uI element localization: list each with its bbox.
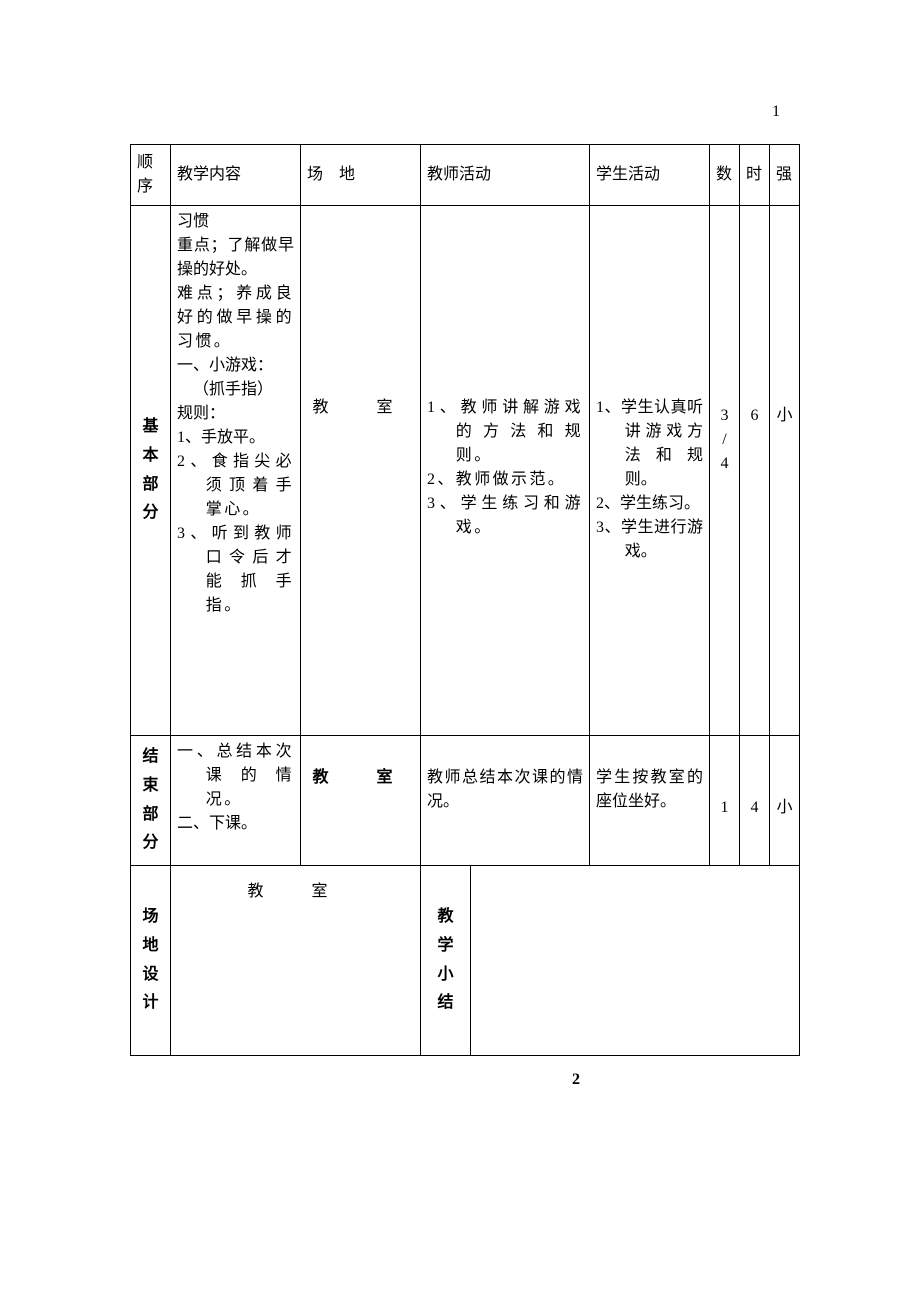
content-line: 1、手放平。 (177, 426, 294, 450)
row1-n: 3 / 4 (710, 206, 740, 736)
student-item: 2、学生练习。 (596, 492, 703, 516)
row3-summary-content (471, 866, 800, 1056)
label-char: 分 (137, 499, 164, 528)
venue-text: 教 室 (312, 769, 408, 786)
label-char: 小 (427, 961, 464, 990)
label-char: 设 (137, 961, 164, 990)
teacher-item: 3、学生练习和游戏。 (427, 492, 583, 540)
row1-student: 1、学生认真听讲游戏方法和规则。 2、学生练习。 3、学生进行游戏。 (590, 206, 710, 736)
student-item: 1、学生认真听讲游戏方法和规则。 (596, 396, 703, 492)
n-val: / (716, 428, 733, 452)
header-teacher: 教师活动 (421, 145, 590, 206)
row2-student: 学生按教室的座位坐好。 (590, 736, 710, 866)
label-char: 教 (427, 903, 464, 932)
header-s: 强 (770, 145, 800, 206)
label-char: 分 (137, 829, 164, 858)
lesson-plan-table: 顺序 教学内容 场 地 教师活动 学生活动 数 时 强 基 本 部 分 习惯 重… (130, 144, 800, 1056)
header-venue: 场 地 (301, 145, 421, 206)
page-number-top: 1 (130, 100, 800, 124)
n-val: 4 (716, 452, 733, 476)
header-t: 时 (740, 145, 770, 206)
label-char: 学 (427, 932, 464, 961)
content-line: 3、听到教师口令后才能抓手指。 (177, 522, 294, 618)
row2-content: 一、总结本次课的情况。 二、下课。 (171, 736, 301, 866)
row2-s: 小 (770, 736, 800, 866)
header-student: 学生活动 (590, 145, 710, 206)
row1-label: 基 本 部 分 (131, 206, 171, 736)
content-item: 一、总结本次课的情况。 (177, 740, 294, 812)
label-char: 地 (137, 932, 164, 961)
row1-t: 6 (740, 206, 770, 736)
label-char: 计 (137, 989, 164, 1018)
row3-venue: 教 室 (171, 866, 421, 1056)
row2-teacher: 教师总结本次课的情况。 (421, 736, 590, 866)
label-char: 基 (137, 413, 164, 442)
content-line: 2、食指尖必须顶着手掌心。 (177, 450, 294, 522)
row3-summary-label: 教 学 小 结 (421, 866, 471, 1056)
content-line: 规则： (177, 402, 294, 426)
content-line: 难点；养成良好的做早操的习惯。 (177, 282, 294, 354)
row1-s: 小 (770, 206, 800, 736)
header-seq: 顺序 (131, 145, 171, 206)
n-val: 3 (716, 404, 733, 428)
row3-design-label: 场 地 设 计 (131, 866, 171, 1056)
label-char: 部 (137, 801, 164, 830)
row1-content: 习惯 重点；了解做早操的好处。 难点；养成良好的做早操的习惯。 一、小游戏： （… (171, 206, 301, 736)
row2-venue: 教 室 (301, 736, 421, 866)
row-basic-section: 基 本 部 分 习惯 重点；了解做早操的好处。 难点；养成良好的做早操的习惯。 … (131, 206, 800, 736)
content-line: 一、小游戏： (177, 354, 294, 378)
table-header-row: 顺序 教学内容 场 地 教师活动 学生活动 数 时 强 (131, 145, 800, 206)
row2-n: 1 (710, 736, 740, 866)
row1-venue: 教 室 (301, 206, 421, 736)
content-line: 习惯 (177, 210, 294, 234)
row-end-section: 结 束 部 分 一、总结本次课的情况。 二、下课。 教 室 教师总结本次课的情况… (131, 736, 800, 866)
label-char: 束 (137, 772, 164, 801)
row-design-section: 场 地 设 计 教 室 教 学 小 结 (131, 866, 800, 1056)
content-item: 二、下课。 (177, 812, 294, 836)
teacher-item: 2、教师做示范。 (427, 468, 583, 492)
content-line: （抓手指） (177, 378, 294, 402)
page-number-bottom: 2 (130, 1068, 800, 1092)
label-char: 部 (137, 471, 164, 500)
header-n: 数 (710, 145, 740, 206)
label-char: 本 (137, 442, 164, 471)
student-item: 3、学生进行游戏。 (596, 516, 703, 564)
teacher-item: 1、教师讲解游戏的方法和规则。 (427, 396, 583, 468)
content-line: 重点；了解做早操的好处。 (177, 234, 294, 282)
header-content: 教学内容 (171, 145, 301, 206)
row2-t: 4 (740, 736, 770, 866)
row2-label: 结 束 部 分 (131, 736, 171, 866)
row1-teacher: 1、教师讲解游戏的方法和规则。 2、教师做示范。 3、学生练习和游戏。 (421, 206, 590, 736)
label-char: 结 (137, 743, 164, 772)
label-char: 场 (137, 903, 164, 932)
label-char: 结 (427, 989, 464, 1018)
